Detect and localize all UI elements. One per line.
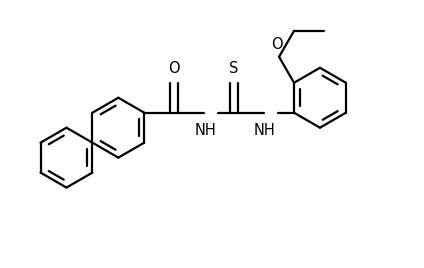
Text: NH: NH [254, 123, 276, 138]
Text: S: S [229, 61, 239, 76]
Text: O: O [271, 37, 283, 52]
Text: NH: NH [194, 123, 216, 138]
Text: O: O [168, 61, 180, 76]
